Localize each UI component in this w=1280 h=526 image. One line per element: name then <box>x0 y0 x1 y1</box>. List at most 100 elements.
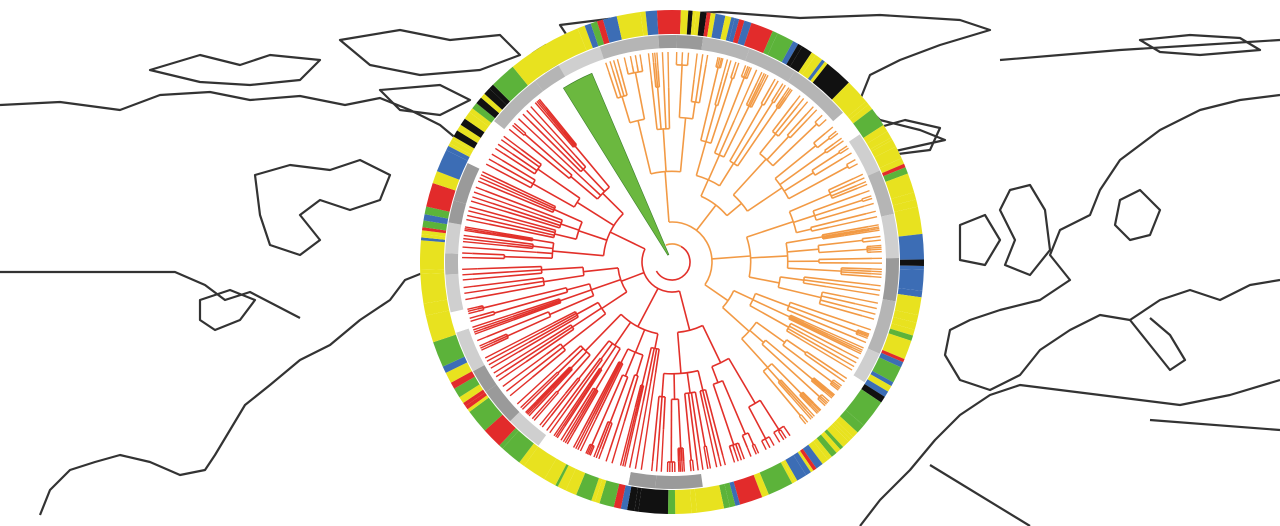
branch <box>462 278 473 281</box>
branch <box>800 414 809 423</box>
branch <box>678 448 681 462</box>
branch <box>608 374 636 453</box>
branch <box>483 300 561 330</box>
branch <box>818 291 824 304</box>
branch <box>733 101 774 164</box>
branch <box>492 202 561 227</box>
ring-segment <box>892 199 918 212</box>
branch <box>819 302 863 317</box>
branch <box>546 343 562 355</box>
branch <box>574 311 579 318</box>
ring-segment <box>667 489 676 514</box>
grey-ring-segment <box>535 65 565 92</box>
branch <box>481 305 485 310</box>
branch <box>705 445 712 469</box>
branch <box>676 332 682 374</box>
branch <box>723 105 750 158</box>
branch <box>741 338 769 368</box>
ring-segment <box>422 227 447 234</box>
branch <box>600 343 614 360</box>
branch <box>576 201 615 227</box>
branch <box>615 69 625 97</box>
branch <box>715 56 719 68</box>
grey-ring-segment <box>658 35 677 49</box>
branch <box>786 236 823 244</box>
branch <box>595 348 621 390</box>
grey-ring-segment <box>450 309 469 333</box>
branch <box>821 234 824 239</box>
branch <box>732 158 767 196</box>
branch <box>826 286 880 296</box>
ring-segment <box>824 429 844 450</box>
branch <box>784 88 792 98</box>
ring-segment <box>793 452 811 476</box>
branch <box>529 225 556 234</box>
branch <box>552 367 572 389</box>
branch <box>596 186 610 200</box>
branch <box>654 52 657 63</box>
branch <box>747 82 761 107</box>
branch <box>518 118 591 186</box>
coastline <box>198 288 257 332</box>
grey-ring-segment <box>701 37 750 61</box>
branch <box>831 187 859 200</box>
coastline <box>958 213 1002 267</box>
branch <box>810 212 867 229</box>
ring-segment <box>839 409 864 433</box>
branch <box>865 226 880 230</box>
branch <box>810 227 813 232</box>
ring-segment <box>645 10 659 36</box>
branch <box>822 229 870 239</box>
branch <box>732 72 737 79</box>
branch <box>698 442 704 470</box>
branch <box>813 377 828 390</box>
branch <box>798 415 807 425</box>
branch <box>718 162 735 187</box>
branch <box>620 271 645 283</box>
branch <box>542 277 546 286</box>
branch <box>822 291 842 297</box>
ring-segment <box>807 59 825 81</box>
branch <box>858 334 868 340</box>
ring-segment <box>591 477 603 502</box>
ring-segment <box>565 468 586 496</box>
branch <box>714 81 723 106</box>
branch <box>464 283 524 295</box>
branch <box>704 389 724 456</box>
ring-segment <box>423 299 450 316</box>
branch <box>468 310 479 315</box>
branch <box>763 89 774 106</box>
branch <box>789 316 854 349</box>
branch <box>835 375 845 383</box>
branch <box>679 116 693 120</box>
ring-segment <box>724 482 736 508</box>
branch <box>508 128 532 148</box>
branch <box>616 59 621 70</box>
branch <box>609 376 629 423</box>
branch <box>560 223 580 231</box>
branch <box>467 306 478 311</box>
branch <box>656 127 670 131</box>
branch <box>852 347 863 353</box>
branch <box>811 379 826 392</box>
branch <box>472 269 542 275</box>
branch <box>475 284 545 299</box>
branch <box>834 140 844 148</box>
branch <box>857 183 868 189</box>
ring-segment <box>445 362 472 383</box>
coastline <box>338 28 522 77</box>
branch <box>579 419 597 452</box>
branch <box>705 54 709 66</box>
coastline <box>859 378 1280 526</box>
branch <box>594 363 624 421</box>
branch <box>549 408 568 434</box>
branch <box>587 362 621 425</box>
grey-ring-segment <box>448 200 467 225</box>
branch <box>594 362 623 416</box>
branch <box>730 77 734 80</box>
grey-ring-segment <box>453 162 480 204</box>
branch <box>839 357 855 368</box>
branch <box>545 106 578 146</box>
branch <box>812 193 861 212</box>
branch <box>609 231 646 250</box>
